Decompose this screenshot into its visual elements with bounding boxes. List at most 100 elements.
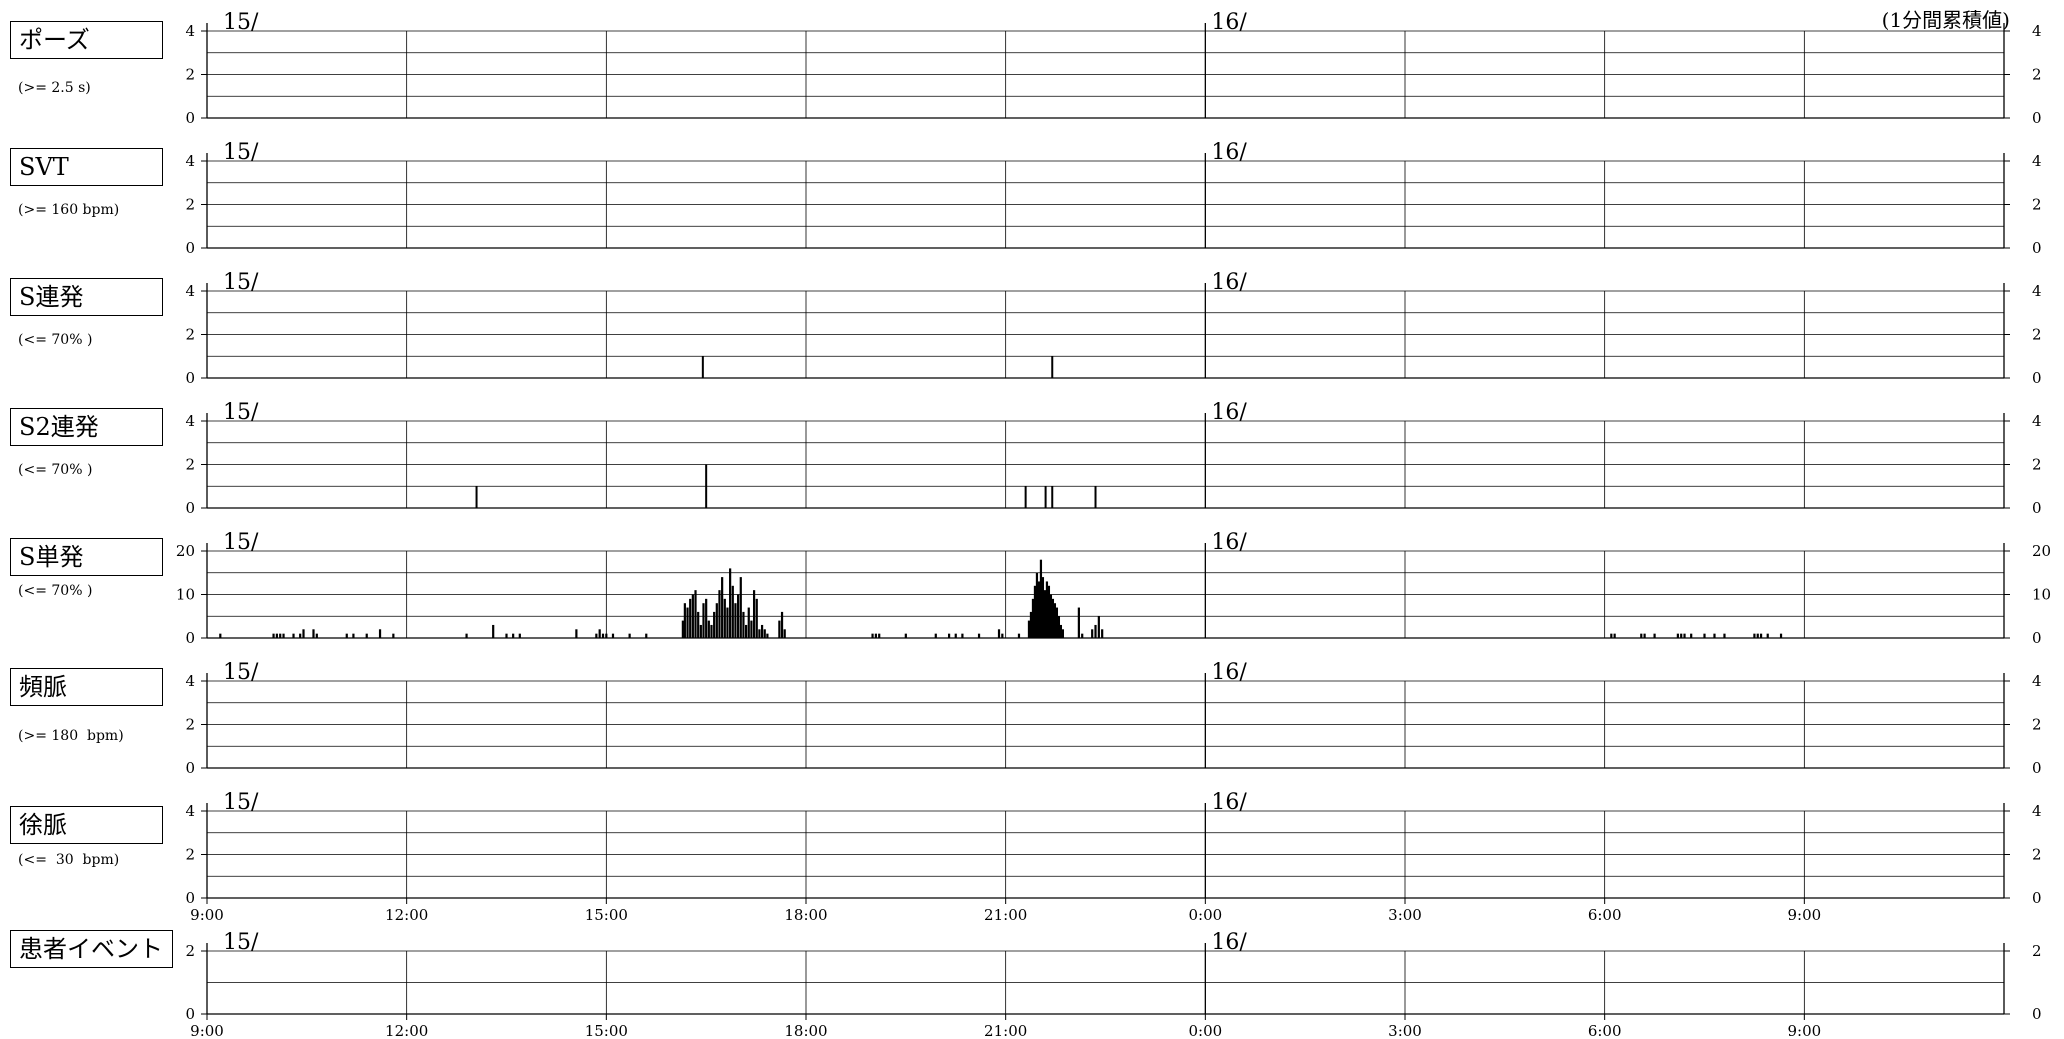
ytick-label-right: 2	[2032, 846, 2042, 864]
data-bar	[315, 633, 318, 638]
xtick-label: 6:00	[1588, 1022, 1622, 1039]
data-bar	[1051, 486, 1054, 508]
xtick-label: 21:00	[984, 1022, 1027, 1039]
data-bar	[977, 633, 981, 638]
data-bar	[1051, 598, 1055, 638]
data-bar	[1029, 611, 1033, 638]
panel-0	[201, 23, 2010, 119]
data-bar	[465, 633, 468, 638]
data-bar	[1610, 633, 1613, 638]
data-bar	[1703, 633, 1706, 638]
data-bar	[605, 633, 608, 638]
day-label: 15/	[223, 790, 259, 815]
ytick-label-left: 20	[176, 542, 195, 560]
data-bar	[1077, 607, 1080, 638]
data-bar	[279, 633, 282, 638]
ytick-label-right: 20	[2032, 542, 2051, 560]
panel-criterion-pause: (>= 2.5 s)	[18, 80, 91, 96]
data-bar	[392, 633, 395, 638]
data-bar	[1756, 633, 1759, 638]
ytick-label-left: 0	[185, 109, 195, 127]
panel-label-patient-event: 患者イベント	[10, 930, 173, 968]
data-bar	[1676, 633, 1679, 638]
data-bar	[721, 577, 724, 638]
data-bar	[1766, 633, 1769, 638]
ytick-label-left: 4	[185, 282, 195, 300]
data-bar	[718, 590, 721, 638]
data-bar	[715, 603, 718, 638]
ytick-label-left: 2	[185, 716, 195, 734]
data-bar	[601, 633, 605, 638]
data-bar	[681, 620, 684, 638]
data-bar	[1640, 633, 1643, 638]
data-bar	[745, 624, 748, 638]
ytick-label-left: 0	[185, 889, 195, 907]
day-label: 15/	[223, 140, 259, 165]
data-bar	[378, 629, 382, 638]
data-bar	[1091, 629, 1094, 638]
data-bar	[1039, 559, 1043, 638]
data-bar	[1035, 572, 1039, 638]
ytick-label-left: 0	[185, 239, 195, 257]
data-bar	[611, 633, 615, 638]
data-bar	[766, 633, 769, 638]
ytick-label-right: 2	[2032, 66, 2042, 84]
ytick-label-left: 0	[185, 369, 195, 387]
xtick-label: 9:00	[190, 1022, 224, 1039]
day-label: 15/	[223, 400, 259, 425]
day-label: 15/	[223, 530, 259, 555]
data-bar	[871, 633, 874, 638]
data-bar	[1613, 633, 1616, 638]
data-bar	[219, 633, 222, 638]
data-bar	[512, 633, 515, 638]
data-bar	[1753, 633, 1756, 638]
panel-2	[201, 283, 2010, 379]
ytick-label-right: 4	[2032, 672, 2042, 690]
ytick-label-left: 0	[185, 1005, 195, 1023]
data-bar	[713, 611, 716, 638]
data-bar	[1017, 633, 1021, 638]
ytick-label-right: 2	[2032, 942, 2042, 960]
panel-5	[201, 673, 2010, 769]
data-bar	[1043, 590, 1047, 638]
xtick-label: 3:00	[1388, 906, 1422, 924]
ytick-label-right: 10	[2032, 586, 2051, 604]
xtick-label: 0:00	[1188, 1022, 1222, 1039]
data-bar	[750, 620, 753, 638]
xtick-label: 12:00	[385, 1022, 428, 1039]
data-bar	[1047, 585, 1051, 638]
panel-label-svt: SVT	[10, 148, 163, 186]
data-bar	[352, 633, 355, 638]
ytick-label-left: 4	[185, 152, 195, 170]
ytick-label-right: 0	[2032, 499, 2042, 517]
data-bar	[292, 633, 295, 638]
ytick-label-right: 4	[2032, 412, 2042, 430]
panel-criterion-s2-run: (<= 70% )	[18, 462, 93, 478]
ytick-label-left: 2	[185, 942, 195, 960]
data-bar	[904, 633, 907, 638]
data-bar	[760, 624, 764, 638]
data-bar	[1643, 633, 1646, 638]
ytick-label-left: 2	[185, 326, 195, 344]
data-bar	[705, 598, 708, 638]
ytick-label-right: 0	[2032, 109, 2042, 127]
day-label: 15/	[223, 10, 259, 35]
data-bar	[1027, 620, 1031, 638]
data-bar	[694, 590, 697, 638]
data-bar	[701, 356, 704, 378]
day-label: 16/	[1211, 400, 1247, 425]
panel-1	[201, 153, 2010, 249]
xtick-label: 0:00	[1188, 906, 1222, 924]
data-bar	[595, 633, 598, 638]
data-bar	[518, 633, 521, 638]
data-bar	[947, 633, 951, 638]
aggregation-note: (1分間累積値)	[1881, 8, 2010, 32]
xtick-label: 15:00	[585, 906, 628, 924]
xtick-label: 12:00	[385, 906, 428, 924]
data-bar	[1044, 486, 1047, 508]
xtick-label: 18:00	[784, 906, 827, 924]
data-bar	[734, 603, 737, 638]
data-bar	[1094, 624, 1097, 638]
data-bar	[1081, 633, 1084, 638]
